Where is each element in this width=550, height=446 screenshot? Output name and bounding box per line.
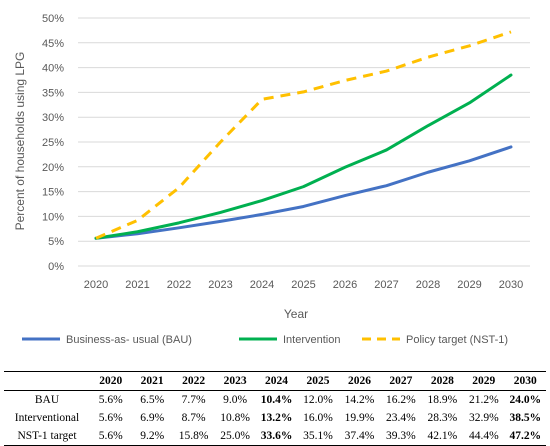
table-header-row: 2020 2021 2022 2023 2024 2025 2026 2027 2028 2029… — [4, 371, 546, 391]
table-cell: 8.7% — [181, 412, 206, 424]
data-table: 2020 2021 2022 2023 2024 2025 2026 2027 2028 2029… — [4, 371, 546, 446]
table-cell: 9.2% — [131, 427, 173, 446]
table-cell: 9.0% — [223, 394, 248, 406]
y-tick-label: 35% — [42, 87, 64, 99]
table-cell: 5.6% — [90, 427, 132, 446]
x-tick-label: 2020 — [84, 279, 108, 291]
series-line-2 — [95, 30, 512, 240]
y-tick-label: 25% — [42, 137, 64, 149]
table-cell: 42.1% — [421, 427, 464, 446]
table-cell: 10.4% — [260, 394, 293, 406]
x-axis-title: Year — [284, 307, 308, 321]
table-cell: 39.3% — [380, 427, 422, 446]
legend-label: Intervention — [283, 334, 340, 346]
legend: Business-as- usual (BAU) Intervention Poli… — [22, 334, 508, 346]
table-cell: 14.2% — [344, 394, 375, 406]
x-tick-label: 2028 — [416, 279, 440, 291]
table-cell: 7.7% — [181, 394, 206, 406]
table-corner — [4, 371, 90, 391]
y-tick-label: 30% — [42, 112, 64, 124]
table-header-cell: 2030 — [504, 371, 546, 391]
table-header-cell: 2022 — [172, 371, 215, 391]
table-cell: 47.2% — [504, 427, 546, 446]
table-cell: 13.2% — [260, 412, 293, 424]
table-cell: 10.8% — [220, 412, 250, 424]
x-axis-ticks: 2020 2021 2022 2023 2024 2025 2026 2027 2028 2029… — [84, 279, 523, 291]
table-cell: 44.4% — [463, 427, 505, 446]
x-tick-label: 2024 — [250, 279, 274, 291]
table-header-cell: 2021 — [131, 371, 173, 391]
x-tick-label: 2022 — [167, 279, 191, 291]
table-cell: 38.5% — [509, 412, 542, 424]
table-row-label: Interventional — [14, 412, 80, 424]
y-tick-label: 0% — [48, 261, 64, 273]
table-cell: 24.0% — [509, 394, 542, 406]
x-tick-label: 2021 — [125, 279, 149, 291]
y-tick-label: 15% — [42, 187, 64, 199]
table-header-cell: 2026 — [338, 371, 381, 391]
series-line-1 — [94, 73, 513, 240]
y-tick-label: 40% — [42, 63, 64, 75]
table-cell: 18.9% — [427, 394, 458, 406]
table-header-cell: 2029 — [463, 371, 505, 391]
y-tick-label: 50% — [42, 13, 64, 25]
table-cell: 6.5% — [140, 394, 165, 406]
table-cell: 35.1% — [297, 427, 339, 446]
table-cell: 19.9% — [344, 412, 375, 424]
table-cell: 12.0% — [303, 394, 333, 406]
table-cell: 5.6% — [98, 412, 123, 424]
table-header-cell: 2025 — [297, 371, 339, 391]
y-tick-label: 10% — [42, 211, 64, 223]
table-cell: 16.0% — [303, 412, 333, 424]
y-tick-label: 45% — [42, 38, 64, 50]
table-row-label: BAU — [34, 394, 60, 406]
x-tick-label: 2023 — [208, 279, 232, 291]
y-axis-ticks: 0% 5% 10% 15% 20% 25% 30% 35% 40% 45% 50% — [42, 13, 64, 273]
table-cell: 37.4% — [338, 427, 381, 446]
table-header-cell: 2028 — [421, 371, 464, 391]
table-cell: 25.0% — [214, 427, 256, 446]
table-cell: 5.6% — [98, 394, 123, 406]
table-cell: 21.2% — [468, 394, 499, 406]
table-cell: 23.4% — [386, 412, 416, 424]
table-header-cell: 2024 — [255, 371, 298, 391]
table-cell: 6.9% — [140, 412, 165, 424]
series-lines — [94, 30, 513, 240]
table-row: BAU 5.6% 6.5% 7.7% 9.0% 10.4% 12.0% 14.2% 16.2% 1… — [4, 391, 546, 410]
legend-label: Business-as- usual (BAU) — [66, 334, 192, 346]
x-tick-label: 2029 — [457, 279, 481, 291]
table-cell: 32.9% — [468, 412, 499, 424]
y-axis-title: Percent of households using LPG — [13, 52, 27, 231]
series-line-0 — [94, 145, 513, 240]
table-header-cell: 2020 — [90, 371, 132, 391]
table-row: NST-1 target 5.6% 9.2% 15.8% 25.0% 33.6% 35.1%… — [4, 427, 546, 446]
table-row-label: NST-1 target — [4, 427, 90, 446]
gridlines — [78, 17, 530, 267]
table-cell: 16.2% — [386, 394, 416, 406]
table-header-cell: 2027 — [380, 371, 422, 391]
x-tick-label: 2030 — [499, 279, 523, 291]
table-row: Interventional 5.6% 6.9% 8.7% 10.8% 13.2% 16.0… — [4, 409, 546, 427]
y-tick-label: 20% — [42, 162, 64, 174]
x-tick-label: 2025 — [291, 279, 315, 291]
x-tick-label: 2026 — [333, 279, 357, 291]
table-cell: 28.3% — [427, 412, 458, 424]
x-tick-label: 2027 — [374, 279, 398, 291]
table-cell: 15.8% — [172, 427, 215, 446]
legend-label: Policy target (NST-1) — [406, 334, 508, 346]
y-tick-label: 5% — [48, 236, 64, 248]
table-header-cell: 2023 — [214, 371, 256, 391]
line-chart: 0% 5% 10% 15% 20% 25% 30% 35% 40% 45% 50% 2020 2021… — [13, 13, 530, 346]
table-cell: 33.6% — [255, 427, 298, 446]
